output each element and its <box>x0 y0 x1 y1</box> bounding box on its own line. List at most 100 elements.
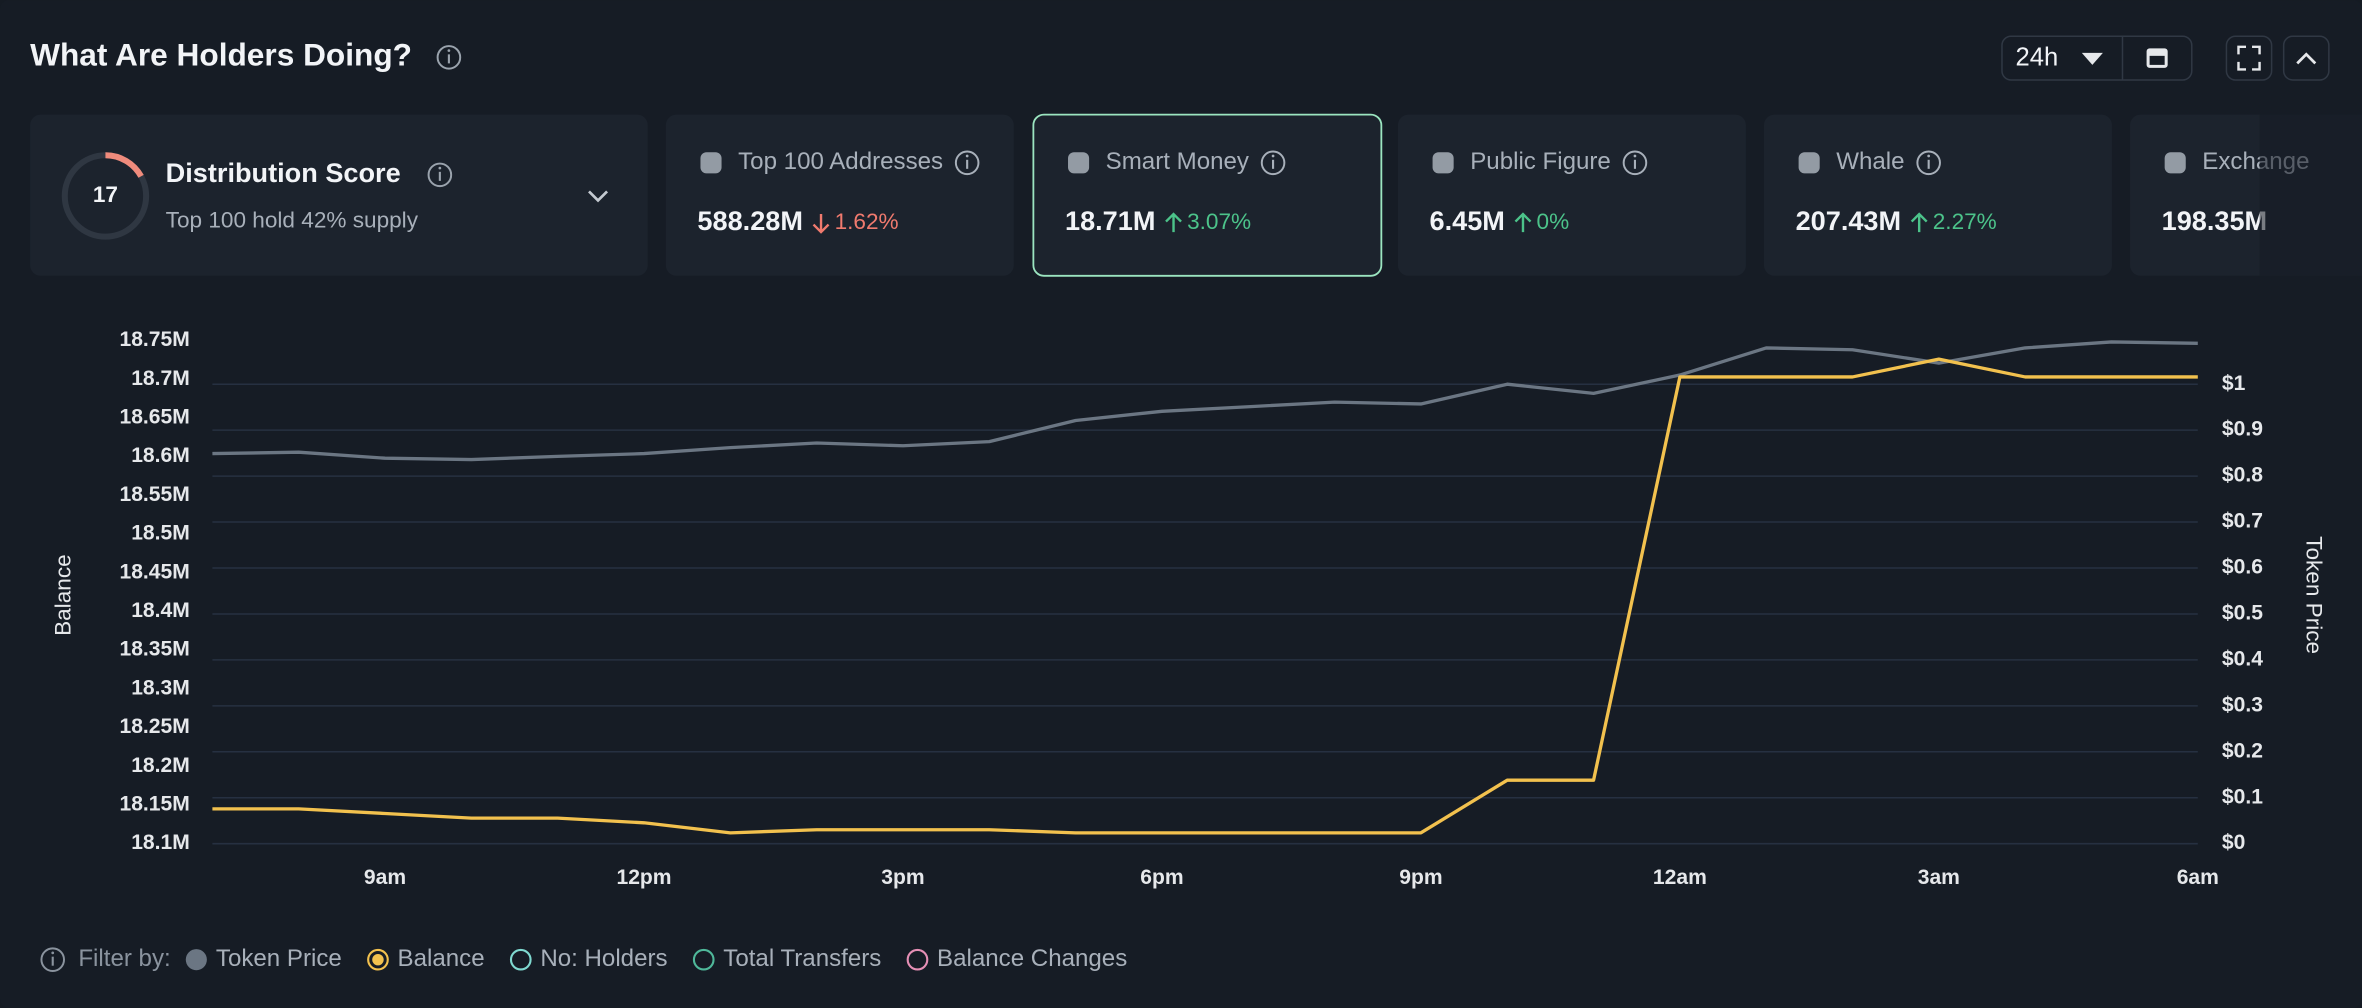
info-dot <box>1927 154 1931 158</box>
card-value: 588.28M <box>697 205 803 236</box>
x-tick-label: 6pm <box>1140 866 1183 889</box>
score-arc <box>105 152 144 178</box>
legend-item[interactable]: Balance Changes <box>906 945 1128 972</box>
legend-label[interactable]: Token Price <box>216 945 342 972</box>
x-tick-label: 12am <box>1653 866 1707 889</box>
score-label: Distribution Score <box>166 157 401 188</box>
score-info-icon <box>427 162 453 188</box>
y2-tick-label: $0.5 <box>2222 602 2263 625</box>
y-tick-label: 18.1M <box>131 831 190 854</box>
card-bg <box>665 114 1014 276</box>
score-card[interactable]: 17 Distribution Score Top 100 hold 42% s… <box>30 114 648 276</box>
y2-tick-label: $0.3 <box>2222 693 2263 716</box>
x-tick-label: 9am <box>364 866 406 889</box>
x-tick-label: 9pm <box>1399 866 1442 889</box>
info-icon <box>1622 150 1648 176</box>
y2-tick-label: $0.1 <box>2222 785 2263 808</box>
x-tick-label: 6am <box>2177 866 2219 889</box>
card-label: Public Figure <box>1470 148 1611 175</box>
y2-tick-label: $0.9 <box>2222 418 2263 441</box>
y-tick-label: 18.2M <box>131 754 190 777</box>
card-value: 198.35M <box>2162 205 2267 236</box>
card-change: 3.07% <box>1187 209 1251 234</box>
timeframe[interactable]: 24h <box>2016 44 2059 72</box>
timeframe-control[interactable]: 24h <box>2001 35 2193 81</box>
info-icon <box>1916 150 1941 176</box>
legend-dot <box>185 949 207 971</box>
y-tick-label: 18.3M <box>131 676 190 699</box>
legend-label[interactable]: Total Transfers <box>723 945 881 972</box>
y-tick-label: 18.55M <box>119 483 189 506</box>
card-label: Smart Money <box>1106 148 1249 175</box>
trend-arrow <box>1514 212 1532 233</box>
card-bg <box>1763 114 2112 276</box>
series-line <box>212 340 2198 462</box>
info-dot <box>965 154 969 158</box>
legend: Filter by: Token Price Balance No: Holders… <box>40 945 1128 972</box>
y-tick-label: 18.25M <box>119 715 189 738</box>
card-icon <box>1068 152 1090 174</box>
legend-dot <box>372 953 384 966</box>
info-ring <box>1916 150 1941 176</box>
collapse-button[interactable] <box>2282 35 2330 81</box>
y-tick-label: 18.45M <box>119 560 189 583</box>
trend-arrow <box>1165 212 1182 233</box>
card-value: 207.43M <box>1796 205 1901 236</box>
chart: Balance Token Price $0 $0.1 $0.2 $0.3 $0.4 $0… <box>51 328 2327 889</box>
x-tick-label: 12pm <box>616 866 671 889</box>
y2-tick-label: $0.8 <box>2222 464 2263 487</box>
y-tick-label: 18.75M <box>119 328 189 351</box>
card-change: 0% <box>1537 209 1570 234</box>
info-icon <box>1260 150 1286 176</box>
stat-card[interactable]: Public Figure 6.45M 0% <box>1397 114 1746 276</box>
legend-item[interactable]: Token Price <box>185 945 342 972</box>
card-change: 1.62% <box>835 209 899 234</box>
card-icon <box>1798 152 1820 174</box>
info-dot <box>1633 154 1637 158</box>
y2-tick-label: $0.4 <box>2222 647 2263 670</box>
title: What Are Holders Doing? <box>30 37 412 73</box>
trend-arrow <box>812 214 830 234</box>
legend-ring <box>906 948 929 971</box>
info-icon <box>954 150 980 176</box>
fade-edge <box>2259 114 2362 276</box>
card-label: Top 100 Addresses <box>738 148 943 175</box>
x-tick-label: 3am <box>1918 866 1960 889</box>
cards: Top 100 Addresses 588.28M 1.62% Smart Money… <box>665 113 2362 277</box>
filter-label: Filter by: <box>78 945 170 972</box>
fullscreen-button[interactable] <box>2225 35 2273 81</box>
expand-chevron[interactable] <box>588 190 609 203</box>
x-tick-label: 3pm <box>881 866 924 889</box>
filter-info-icon <box>40 947 66 972</box>
card-label: Whale <box>1836 148 1904 175</box>
y-axis-title: Balance <box>51 554 76 636</box>
stat-card[interactable]: Whale 207.43M 2.27% <box>1763 114 2112 276</box>
card-icon <box>1432 152 1454 174</box>
card-icon <box>2164 152 2186 174</box>
legend-label[interactable]: No: Holders <box>540 945 667 972</box>
y-tick-label: 18.6M <box>131 444 190 467</box>
card-change: 2.27% <box>1933 209 1997 234</box>
card-bg <box>1397 114 1746 276</box>
legend-item[interactable]: Total Transfers <box>692 945 881 972</box>
y-tick-label: 18.35M <box>119 638 189 661</box>
legend-label[interactable]: Balance <box>398 945 485 972</box>
info-ring <box>1622 150 1648 176</box>
legend-ring <box>509 948 532 971</box>
title-info-icon <box>436 45 462 70</box>
legend-item[interactable]: No: Holders <box>509 945 668 972</box>
info-ring <box>954 150 980 176</box>
stat-card[interactable]: Top 100 Addresses 588.28M 1.62% <box>665 114 1014 276</box>
trend-arrow <box>1910 212 1928 233</box>
legend-item[interactable]: Balance <box>367 945 485 972</box>
legend-label[interactable]: Balance Changes <box>937 945 1127 972</box>
y-tick-label: 18.4M <box>131 599 190 622</box>
card-icon <box>700 152 722 174</box>
legend-ring <box>367 948 389 971</box>
info-ring <box>1260 150 1286 176</box>
stat-card[interactable]: Smart Money 18.71M 3.07% <box>1032 113 1383 277</box>
card-bg <box>1032 113 1383 277</box>
series-line <box>212 357 2198 835</box>
